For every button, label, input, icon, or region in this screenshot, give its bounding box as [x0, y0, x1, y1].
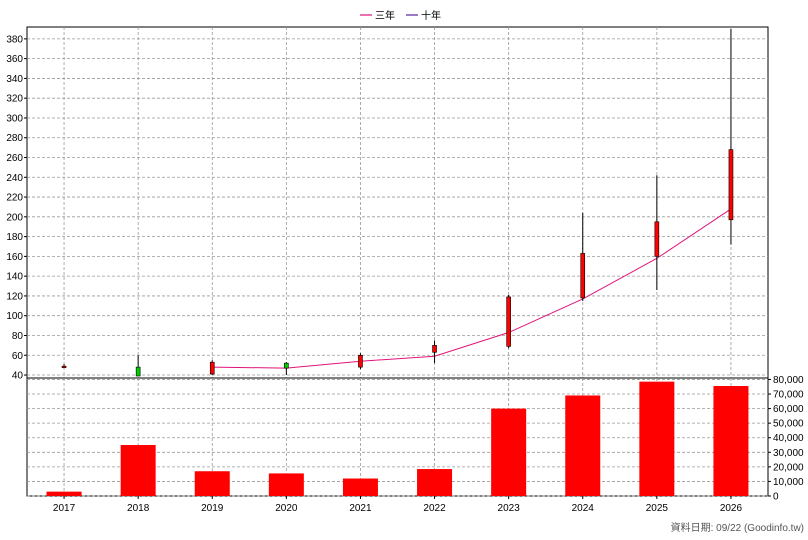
x-tick-label: 2025: [646, 503, 669, 514]
price-tick-label: 360: [6, 54, 23, 65]
x-tick-label: 2017: [53, 503, 76, 514]
candle-body: [284, 362, 289, 369]
price-tick-label: 180: [6, 232, 23, 243]
three-year-line: [212, 208, 732, 369]
price-tick-label: 120: [6, 291, 23, 302]
volume-y-axis: 0 10,000 20,000 30,000 40,000 50,000 60,000 70,…: [768, 375, 804, 503]
volume-bar: [565, 395, 601, 496]
price-tick-label: 240: [6, 173, 23, 184]
candle-body: [580, 253, 586, 299]
price-y-axis: 40 60 80 100 120 140 160 180 200 220 240 260 280 300 3…: [6, 34, 27, 382]
price-tick-label: 40: [12, 371, 24, 382]
x-tick-label: 2024: [572, 503, 595, 514]
volume-tick-label: 70,000: [773, 390, 804, 401]
volume-tick-label: 50,000: [773, 419, 804, 430]
candle-body: [61, 365, 67, 368]
legend: 三年 十年: [360, 9, 441, 22]
price-tick-label: 340: [6, 74, 23, 85]
volume-bar: [268, 473, 304, 496]
volume-tick-label: 30,000: [773, 448, 804, 459]
x-tick-label: 2026: [720, 503, 743, 514]
volume-bar: [713, 386, 749, 496]
volume-tick-label: 40,000: [773, 433, 804, 444]
legend-label-three-year: 三年: [375, 9, 395, 22]
price-tick-label: 320: [6, 94, 23, 105]
price-tick-label: 300: [6, 113, 23, 124]
volume-bar: [342, 478, 378, 496]
price-tick-label: 380: [6, 34, 23, 45]
volume-bar: [194, 471, 230, 496]
volume-tick-label: 10,000: [773, 477, 804, 488]
x-tick-label: 2023: [498, 503, 521, 514]
candle-body: [728, 149, 734, 221]
candle-body: [506, 296, 511, 347]
x-tick-label: 2019: [201, 503, 224, 514]
x-tick-label: 2020: [275, 503, 298, 514]
price-tick-label: 200: [6, 212, 23, 223]
candle-body: [432, 345, 437, 353]
volume-bar: [417, 469, 453, 496]
volume-bars: [46, 381, 749, 496]
volume-bar: [46, 491, 82, 496]
candle-body: [654, 221, 660, 257]
candle-body: [209, 361, 215, 375]
price-tick-label: 60: [12, 351, 24, 362]
x-tick-label: 2021: [349, 503, 372, 514]
source-label: 資料日期: 09/22 (Goodinfo.tw): [671, 521, 804, 534]
volume-tick-label: 0: [773, 492, 779, 503]
price-tick-label: 80: [12, 331, 24, 342]
price-tick-label: 140: [6, 272, 23, 283]
price-tick-label: 100: [6, 311, 23, 322]
three-year-series-line: [212, 208, 732, 369]
candle-body: [135, 366, 141, 377]
x-axis: 2017 2018 2019 2020 2021 2022 2023 2024 2025 2026: [53, 496, 743, 514]
price-tick-label: 280: [6, 133, 23, 144]
volume-tick-label: 60,000: [773, 404, 804, 415]
price-tick-label: 260: [6, 153, 23, 164]
legend-label-ten-year: 十年: [421, 9, 441, 22]
candles: [61, 28, 734, 377]
volume-tick-label: 20,000: [773, 462, 804, 473]
volume-bar: [639, 381, 675, 496]
volume-bar: [120, 445, 156, 496]
price-panel: [26, 26, 769, 379]
candle-body: [358, 354, 363, 368]
price-tick-label: 220: [6, 193, 23, 204]
x-tick-label: 2018: [127, 503, 150, 514]
volume-bar: [491, 408, 527, 496]
price-tick-label: 160: [6, 252, 23, 263]
x-tick-label: 2022: [423, 503, 446, 514]
volume-tick-label: 80,000: [773, 375, 804, 386]
